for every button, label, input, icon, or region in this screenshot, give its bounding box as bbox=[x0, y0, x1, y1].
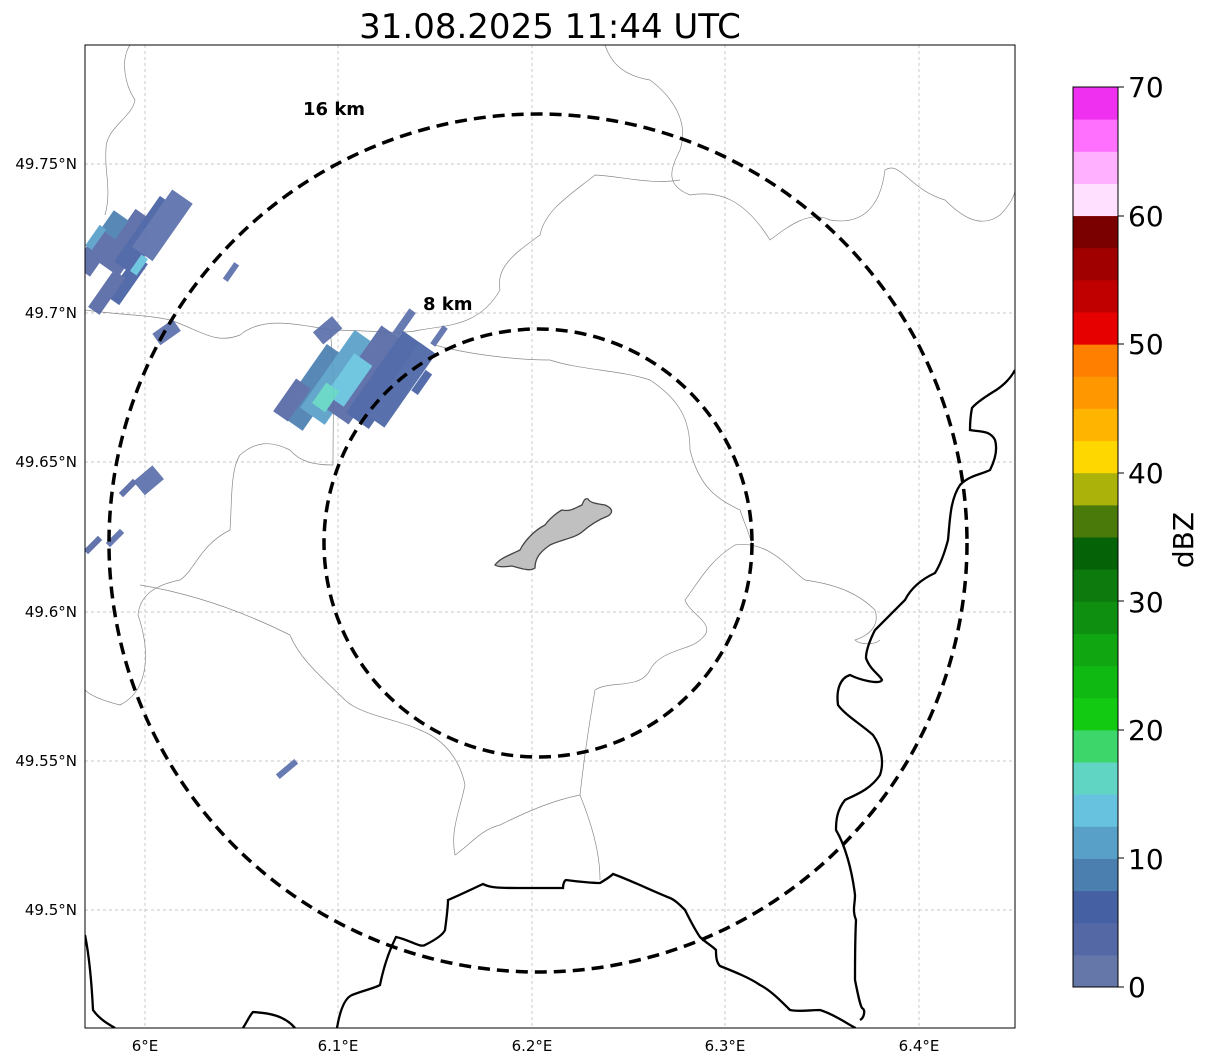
colorbar-swatch bbox=[1073, 601, 1118, 634]
lat-tick-label: 49.7°N bbox=[25, 304, 77, 322]
colorbar-tick-label: 10 bbox=[1128, 843, 1164, 876]
lat-tick-label: 49.65°N bbox=[15, 453, 77, 471]
colorbar-swatch bbox=[1073, 215, 1118, 249]
colorbar-swatch bbox=[1073, 119, 1118, 152]
colorbar-swatch bbox=[1073, 504, 1118, 538]
colorbar-swatch bbox=[1073, 279, 1118, 313]
colorbar-swatch bbox=[1073, 890, 1118, 924]
lon-tick-labels: 6°E 6.1°E 6.2°E 6.3°E 6.4°E bbox=[132, 1037, 940, 1055]
colorbar-frame bbox=[1072, 86, 1119, 988]
colorbar-swatch bbox=[1073, 665, 1118, 699]
figure-title: 31.08.2025 11:44 UTC bbox=[359, 7, 741, 47]
colorbar-swatch bbox=[1073, 729, 1118, 763]
city-outline bbox=[494, 498, 613, 571]
colorbar-tick-marks bbox=[1118, 86, 1124, 988]
colorbar-swatch bbox=[1073, 87, 1118, 120]
lon-tick-label: 6°E bbox=[132, 1037, 159, 1055]
colorbar-swatch bbox=[1073, 312, 1118, 345]
national-borders bbox=[85, 369, 1015, 1028]
lon-tick-label: 6.1°E bbox=[318, 1037, 359, 1055]
colorbar-swatch bbox=[1073, 183, 1118, 217]
colorbar-tick-label: 30 bbox=[1128, 586, 1164, 619]
colorbar-tick-label: 70 bbox=[1128, 71, 1164, 104]
colorbar-label: dBZ bbox=[1167, 512, 1200, 568]
radar-echoes bbox=[85, 189, 448, 780]
map-frame bbox=[84, 44, 1016, 1029]
colorbar-swatch bbox=[1073, 794, 1118, 827]
colorbar-swatch bbox=[1073, 762, 1118, 795]
colorbar-tick-label: 60 bbox=[1128, 200, 1164, 233]
admin-boundaries bbox=[85, 45, 1015, 881]
colorbar-swatch bbox=[1073, 858, 1118, 892]
lon-tick-label: 6.4°E bbox=[899, 1037, 940, 1055]
colorbar-swatch bbox=[1073, 344, 1118, 377]
lat-tick-labels: 49.75°N 49.7°N 49.65°N 49.6°N 49.55°N 49… bbox=[15, 155, 77, 919]
colorbar-tick-label: 0 bbox=[1128, 971, 1146, 1004]
lon-tick-label: 6.3°E bbox=[705, 1037, 746, 1055]
colorbar-tick-label: 50 bbox=[1128, 328, 1164, 361]
colorbar-swatch bbox=[1073, 697, 1118, 731]
colorbar-swatch bbox=[1073, 247, 1118, 281]
colorbar-swatch bbox=[1073, 922, 1118, 956]
colorbar-swatch bbox=[1073, 408, 1118, 442]
colorbar-tick-label: 20 bbox=[1128, 714, 1164, 747]
colorbar-ticks: 0 10 20 30 40 50 60 70 bbox=[1128, 71, 1164, 1004]
ring-label-16km: 16 km bbox=[303, 99, 365, 120]
colorbar-swatch bbox=[1073, 472, 1118, 506]
lat-tick-label: 49.55°N bbox=[15, 752, 77, 770]
lat-tick-label: 49.5°N bbox=[25, 901, 77, 919]
lat-tick-label: 49.6°N bbox=[25, 603, 77, 621]
range-ring-16km bbox=[107, 112, 969, 974]
colorbar-swatch bbox=[1073, 826, 1118, 859]
colorbar-swatch bbox=[1073, 151, 1118, 184]
colorbar-swatch bbox=[1073, 954, 1118, 988]
colorbar-swatch bbox=[1073, 569, 1118, 602]
colorbar-swatch bbox=[1073, 376, 1118, 409]
colorbar-tick-label: 40 bbox=[1128, 457, 1164, 490]
colorbar-swatch bbox=[1073, 633, 1118, 667]
range-ring-8km bbox=[322, 327, 754, 759]
ring-label-8km: 8 km bbox=[423, 294, 473, 315]
colorbar bbox=[1073, 87, 1118, 988]
colorbar-swatch bbox=[1073, 537, 1118, 570]
gridlines bbox=[85, 45, 1015, 1028]
lat-tick-label: 49.75°N bbox=[15, 155, 77, 173]
colorbar-swatch bbox=[1073, 440, 1118, 474]
lon-tick-label: 6.2°E bbox=[512, 1037, 553, 1055]
